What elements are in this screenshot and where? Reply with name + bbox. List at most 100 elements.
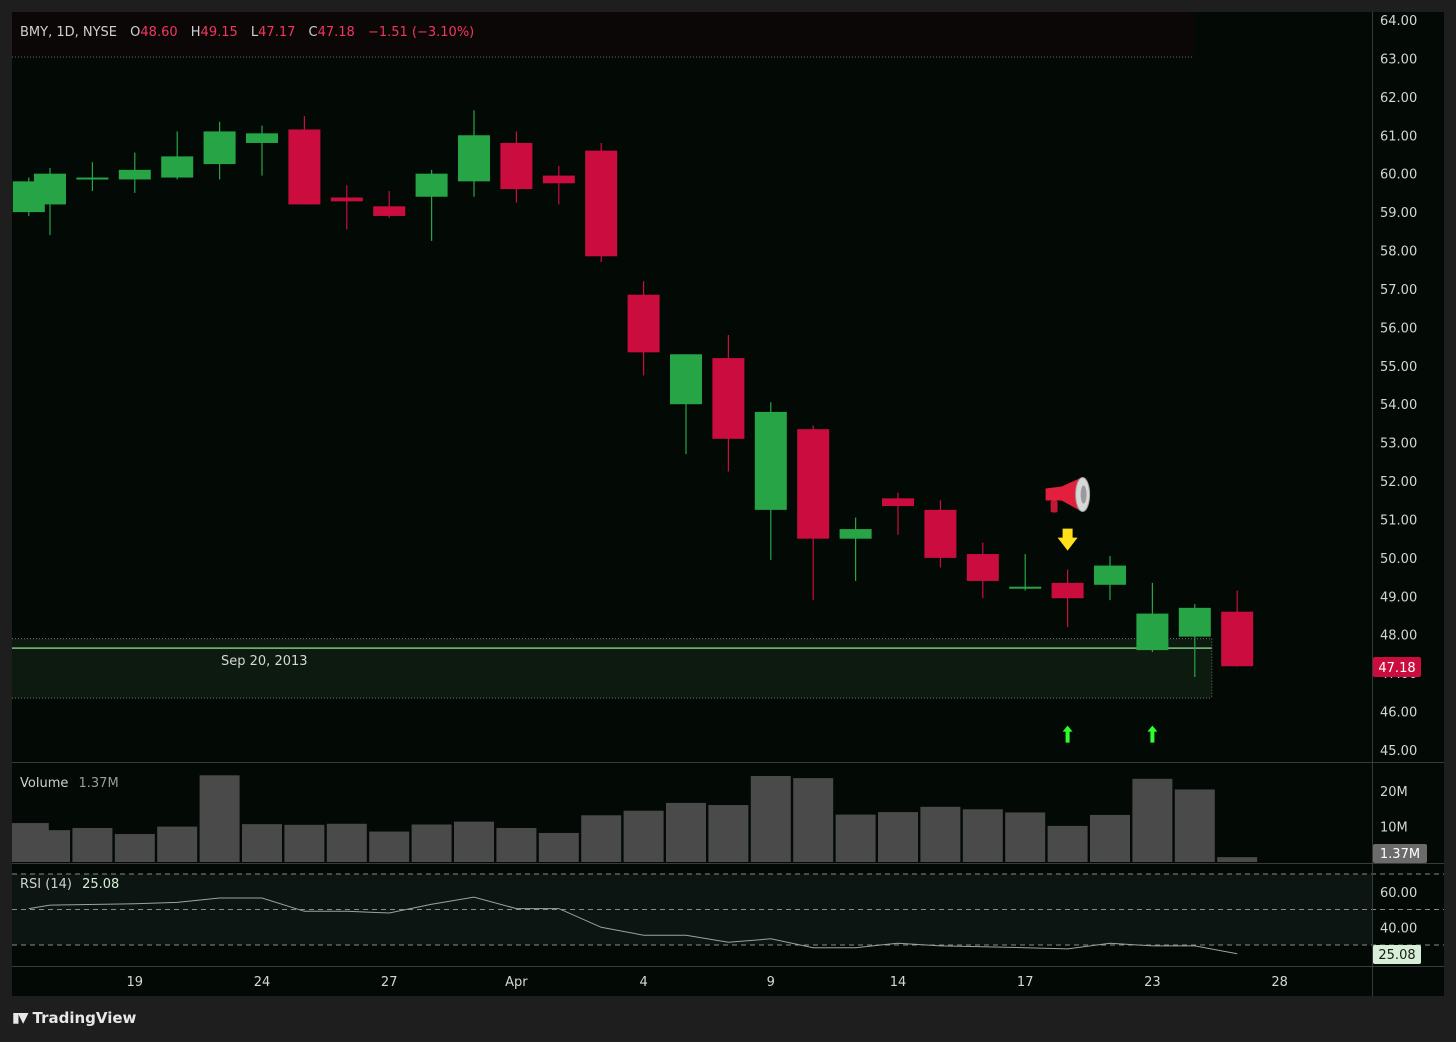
legend-low-label: L <box>251 25 259 40</box>
price-tick-label-11: 53.00 <box>1380 437 1417 452</box>
candle-body-17 <box>712 358 745 439</box>
volume-bar-13 <box>538 832 579 862</box>
rsi-value: 25.08 <box>82 877 119 892</box>
volume-bar-27 <box>1132 778 1173 862</box>
time-tick-label-2: 27 <box>381 975 398 990</box>
volume-bar-9 <box>369 831 410 862</box>
sell-signal-arrow-icon-0 <box>1057 528 1078 551</box>
volume-bar-28 <box>1174 789 1215 862</box>
volume-bar-20 <box>835 814 876 862</box>
support-zone <box>12 638 1213 699</box>
volume-bar-16 <box>666 802 706 862</box>
candle-body-10 <box>415 173 448 197</box>
legend-symbol: BMY, 1D, NYSE <box>20 25 117 40</box>
time-tick-label-9: 28 <box>1271 975 1288 990</box>
time-tick-label-3: Apr <box>505 975 528 990</box>
price-tick-label-9: 55.00 <box>1380 360 1417 375</box>
price-tick-label-3: 61.00 <box>1380 129 1417 144</box>
price-tick-label-16: 48.00 <box>1380 629 1417 644</box>
candle-body-8 <box>330 197 363 202</box>
price-tick-label-6: 58.00 <box>1380 245 1417 260</box>
legend-close-value: 47.18 <box>318 25 355 40</box>
candle-body-13 <box>542 175 575 184</box>
volume-bar-24 <box>1005 812 1046 862</box>
volume-bar-10 <box>411 824 452 862</box>
time-tick-label-1: 24 <box>254 975 271 990</box>
volume-badge-bg <box>1373 844 1427 863</box>
volume-bars <box>12 775 1258 862</box>
candle-body-25 <box>1051 582 1084 599</box>
candle-body-24 <box>1009 586 1042 589</box>
candle-body-15 <box>627 294 660 353</box>
time-tick-label-5: 9 <box>767 975 775 990</box>
rsi-tick-label-0: 60.00 <box>1380 886 1417 901</box>
tradingview-logo-icon: ▮▼ <box>12 1010 29 1026</box>
rsi-label: RSI (14) <box>20 877 72 892</box>
candle-body-1 <box>34 173 66 205</box>
candle-body-12 <box>500 142 533 190</box>
rsi-tick-label-1: 40.00 <box>1380 921 1417 936</box>
price-tick-label-15: 49.00 <box>1380 590 1417 605</box>
candle-body-14 <box>585 150 618 257</box>
megaphone-handle <box>1050 500 1058 513</box>
legend-open-value: 48.60 <box>140 25 177 40</box>
volume-bar-17 <box>708 805 749 862</box>
time-tick-label-6: 14 <box>890 975 907 990</box>
candle-body-22 <box>924 509 957 558</box>
price-tick-label-7: 57.00 <box>1380 283 1417 298</box>
candle-body-18 <box>754 411 787 510</box>
candle-body-19 <box>797 429 830 539</box>
candle-body-6 <box>246 133 278 143</box>
volume-bar-19 <box>793 778 834 862</box>
price-axis-background <box>1372 12 1444 967</box>
volume-bar-22 <box>920 806 961 862</box>
svg-text:BMY, 1D, NYSE O48.60: BMY, 1D, NYSE O48.60 H49.15 L47.17 C47.1… <box>20 25 474 40</box>
candle-body-26 <box>1094 565 1126 585</box>
candle-body-23 <box>966 554 999 581</box>
volume-bar-26 <box>1090 814 1130 862</box>
buy-signal-arrow-icon-3 <box>1147 725 1158 743</box>
megaphone-body <box>1045 477 1082 512</box>
volume-bar-18 <box>750 776 791 862</box>
candle-body-21 <box>882 498 914 507</box>
candles <box>12 110 1254 677</box>
legend-low-value: 47.17 <box>258 25 295 40</box>
volume-bar-14 <box>581 815 622 862</box>
candle-body-9 <box>373 206 406 216</box>
candle-body-5 <box>203 131 236 165</box>
legend-high-label: H <box>191 25 201 40</box>
footer-brand: TradingView <box>32 1009 137 1027</box>
candle-body-2 <box>76 177 109 180</box>
volume-bar-6 <box>242 824 282 862</box>
last-price-badge: 47.18 <box>1378 661 1415 676</box>
volume-bar-8 <box>326 823 367 862</box>
svg-text:RSI (14) 25.08: RSI (14) 25.08 <box>20 877 119 892</box>
price-tick-label-12: 52.00 <box>1380 475 1417 490</box>
time-tick-label-7: 17 <box>1017 975 1034 990</box>
price-tick-label-13: 51.00 <box>1380 513 1417 528</box>
candle-body-27 <box>1136 613 1169 651</box>
price-tick-label-19: 45.00 <box>1380 744 1417 759</box>
volume-badge: 1.37M <box>1380 847 1420 862</box>
time-tick-label-0: 19 <box>127 975 144 990</box>
rsi-badge: 25.08 <box>1378 948 1415 963</box>
footer: ▮▼ TradingView <box>12 1006 136 1030</box>
volume-bar-23 <box>962 809 1003 862</box>
rsi-pane <box>12 873 1444 955</box>
candle-body-28 <box>1178 607 1211 637</box>
price-tick-label-0: 64.00 <box>1380 14 1417 29</box>
volume-tick-label-0: 20M <box>1380 785 1408 800</box>
volume-bar-15 <box>623 810 664 862</box>
buy-signal-arrow-icon-2 <box>1062 725 1073 743</box>
megaphone-mouth <box>1080 485 1087 504</box>
volume-bar-1 <box>30 830 70 862</box>
rsi-badge-bg <box>1373 945 1421 964</box>
volume-bar-12 <box>496 828 537 862</box>
price-tick-label-18: 46.00 <box>1380 706 1417 721</box>
axes: 64.00 63.00 62.00 61.00 60.00 59.00 58.00 57.00… <box>12 12 1444 996</box>
candle-body-11 <box>458 135 490 182</box>
volume-bar-3 <box>114 834 155 862</box>
volume-bar-21 <box>878 812 918 862</box>
